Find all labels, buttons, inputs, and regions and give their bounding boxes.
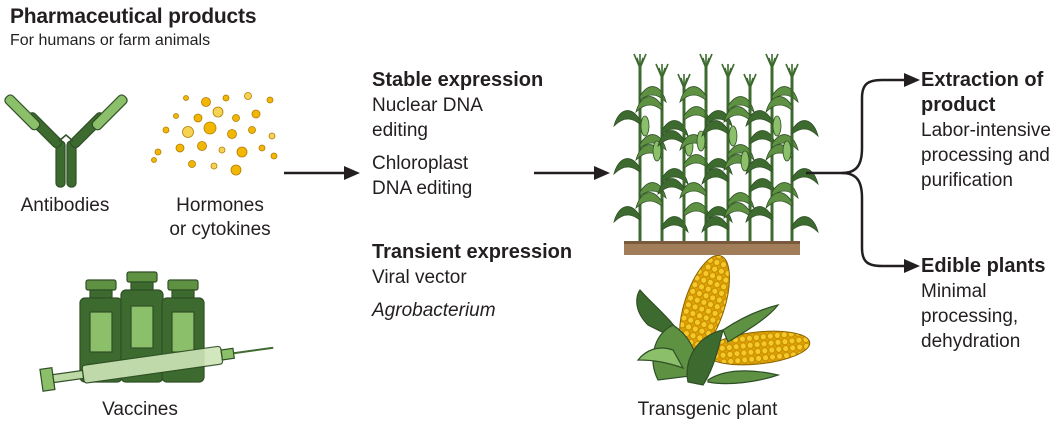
corn-field-icon: [613, 53, 819, 255]
stable-item-nuclear-line-1: Nuclear DNA: [372, 95, 483, 116]
stable-item-chloroplast-line-2: DNA editing: [372, 178, 473, 199]
transient-expression-block: Transient expression Viral vector Agroba…: [372, 240, 582, 323]
outcome-edible-title: Edible plants: [921, 255, 1046, 277]
stable-item-nuclear-line-2: editing: [372, 120, 428, 141]
hormones-line-2: or cytokines: [169, 219, 271, 240]
antibody-icon: [4, 94, 128, 188]
page-subtitle: For humans or farm animals: [10, 32, 211, 49]
outcome-extraction-desc-3: purification: [921, 170, 1013, 191]
stable-expression-block: Stable expression Nuclear DNA editing Ch…: [372, 68, 572, 201]
hormone-dots-icon: [151, 92, 278, 176]
outcome-edible-desc-3: dehydration: [921, 331, 1021, 352]
branch-arrows: [806, 73, 920, 273]
arrow-expression-to-plant: [534, 166, 610, 180]
transient-item-viral-vector: Viral vector: [372, 267, 467, 288]
page-title: Pharmaceutical products: [10, 5, 257, 28]
transient-expression-title: Transient expression: [372, 241, 573, 263]
transient-item-agrobacterium: Agrobacterium: [372, 300, 496, 321]
outcome-extraction-title-2: product: [921, 94, 996, 116]
arrow-products-to-expression: [284, 166, 360, 180]
outcome-edible-desc-1: Minimal: [921, 281, 987, 302]
product-label-hormones: Hormones or cytokines: [145, 194, 295, 242]
stable-expression-title: Stable expression: [372, 69, 544, 91]
outcome-edible: Edible plants Minimal processing, dehydr…: [921, 254, 1061, 354]
vaccine-vials-syringe-icon: [39, 271, 274, 392]
product-label-vaccines: Vaccines: [102, 399, 178, 420]
outcome-extraction-desc-2: processing and: [921, 145, 1050, 166]
stable-item-chloroplast-line-1: Chloroplast: [372, 153, 469, 174]
outcome-edible-desc-2: processing,: [921, 306, 1019, 327]
plant-label: Transgenic plant: [637, 399, 778, 420]
corn-cobs-icon: [636, 254, 811, 386]
hormones-line-1: Hormones: [176, 195, 264, 216]
product-label-antibodies: Antibodies: [20, 195, 110, 216]
outcome-extraction-title-1: Extraction of: [921, 69, 1044, 91]
outcome-extraction: Extraction of product Labor-intensive pr…: [921, 68, 1061, 193]
outcome-extraction-desc-1: Labor-intensive: [921, 120, 1051, 141]
